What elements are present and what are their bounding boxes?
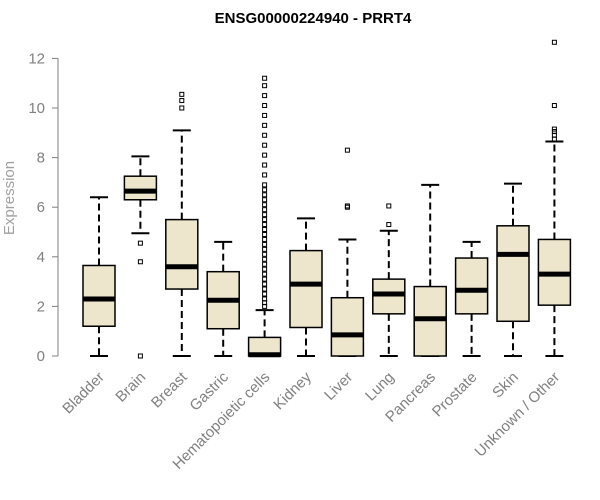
outlier-point: [137, 240, 143, 246]
chart-title: ENSG00000224940 - PRRT4: [215, 10, 412, 27]
outlier-point: [262, 202, 268, 208]
box-3: [165, 91, 199, 357]
x-tick-label: Breast: [148, 368, 191, 411]
box-10: [454, 240, 489, 357]
outlier-point: [262, 217, 268, 223]
outlier-point: [262, 271, 268, 277]
outlier-point: [262, 296, 268, 302]
outlier-point: [262, 162, 268, 168]
outlier-point: [386, 203, 392, 209]
outlier-point: [262, 122, 268, 128]
box-iqr: [496, 225, 530, 323]
y-axis-label: Expression: [1, 161, 18, 235]
outlier-point: [262, 182, 268, 188]
outlier-point: [551, 39, 557, 45]
outlier-point: [262, 266, 268, 272]
outlier-point: [386, 222, 392, 228]
outlier-point: [262, 132, 268, 138]
x-tick-label: Bladder: [59, 369, 108, 418]
box-6: [289, 217, 323, 357]
outlier-point: [179, 98, 185, 104]
outlier-point: [262, 197, 268, 203]
outlier-point: [344, 203, 350, 209]
outlier-point: [262, 256, 268, 262]
y-tick-label: 4: [37, 249, 45, 266]
x-tick-label: Skin: [489, 369, 522, 402]
x-tick-label: Prostate: [429, 369, 481, 421]
outlier-point: [262, 231, 268, 237]
y-axis: 0 2 4 6 8 10 12: [28, 50, 59, 365]
x-tick-label: Lung: [362, 369, 398, 405]
outlier-point: [179, 105, 185, 111]
outlier-point: [262, 112, 268, 118]
outlier-point: [262, 192, 268, 198]
box-5: [247, 75, 282, 358]
box-4: [206, 240, 240, 357]
box-8: [372, 203, 406, 357]
outlier-point: [262, 83, 268, 89]
box-iqr: [289, 249, 323, 329]
outlier-point: [551, 103, 557, 109]
outlier-point: [179, 91, 185, 97]
outlier-point: [262, 251, 268, 257]
box-iqr: [454, 257, 489, 315]
y-tick-label: 0: [37, 348, 45, 365]
outlier-point: [262, 227, 268, 233]
outlier-point: [262, 212, 268, 218]
outlier-point: [344, 147, 350, 153]
y-tick-label: 2: [37, 298, 45, 315]
box-iqr: [82, 264, 116, 327]
outlier-point: [137, 259, 143, 265]
y-tick-label: 8: [37, 150, 45, 167]
box-2: [123, 155, 158, 359]
box-iqr: [123, 175, 158, 201]
outlier-point: [262, 172, 268, 178]
boxes-layer: [82, 39, 572, 359]
outlier-point: [262, 222, 268, 228]
box-iqr: [165, 218, 199, 290]
outlier-point: [262, 152, 268, 158]
box-iqr: [330, 296, 365, 357]
outlier-point: [262, 276, 268, 282]
outlier-point: [551, 126, 557, 132]
outlier-point: [262, 261, 268, 267]
outlier-point: [262, 236, 268, 242]
y-tick-label: 10: [28, 100, 45, 117]
outlier-point: [262, 187, 268, 193]
outlier-point: [262, 241, 268, 247]
outlier-point: [262, 286, 268, 292]
box-9: [413, 183, 447, 357]
outlier-point: [262, 291, 268, 297]
y-tick-label: 6: [37, 199, 45, 216]
y-tick-label: 12: [28, 50, 45, 67]
x-tick-label: Brain: [112, 369, 149, 406]
outlier-point: [262, 142, 268, 148]
outlier-point: [344, 204, 350, 210]
box-12: [537, 39, 572, 357]
outlier-point: [262, 75, 268, 81]
outlier-point: [262, 103, 268, 109]
box-1: [82, 196, 116, 357]
outlier-point: [262, 207, 268, 213]
outlier-point: [137, 353, 143, 359]
x-tick-label: Liver: [321, 369, 356, 404]
outlier-point: [262, 281, 268, 287]
box-11: [496, 182, 530, 357]
outlier-point: [262, 246, 268, 252]
outlier-point: [262, 93, 268, 99]
x-tick-label: Kidney: [270, 368, 315, 413]
box-7: [330, 147, 365, 357]
